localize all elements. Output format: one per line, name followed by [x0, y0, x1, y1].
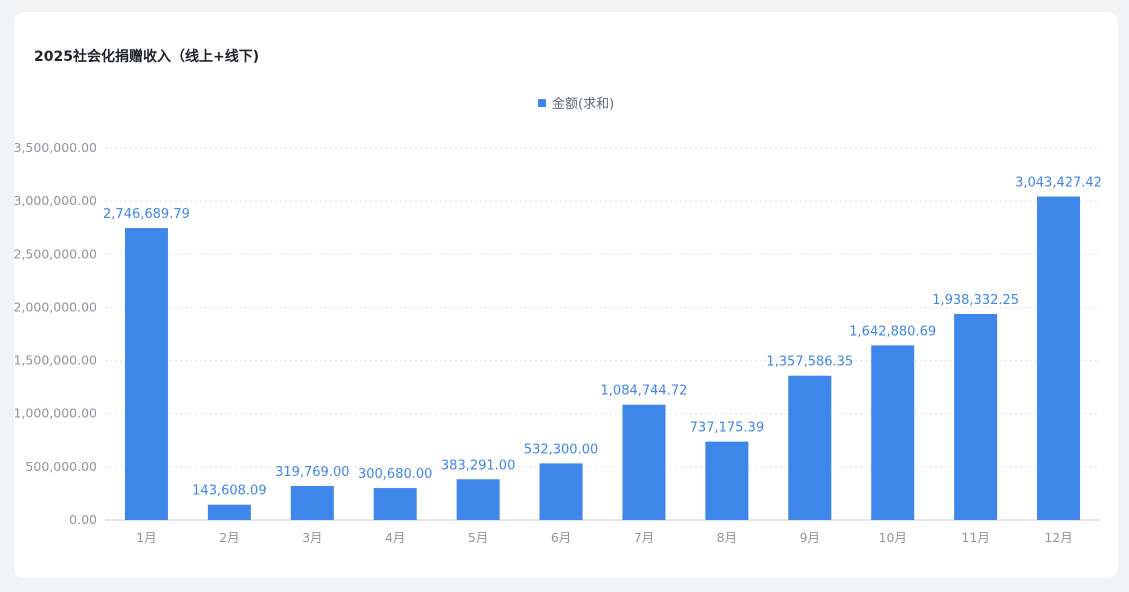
legend[interactable]: 金额(求和) [538, 96, 614, 112]
x-tick-label: 7月 [634, 530, 654, 545]
bar[interactable] [871, 345, 915, 520]
x-tick-label: 4月 [385, 530, 405, 545]
bar[interactable] [954, 313, 998, 520]
y-tick-label: 2,000,000.00 [14, 299, 97, 314]
x-tick-label: 8月 [717, 530, 737, 545]
grid-lines [105, 147, 1100, 468]
bar[interactable] [373, 488, 417, 520]
x-tick-label: 6月 [551, 530, 571, 545]
data-label: 1,357,586.35 [766, 355, 853, 370]
bar[interactable] [124, 228, 168, 521]
legend-swatch [538, 99, 546, 107]
data-labels: 2,746,689.79 143,608.09 319,769.00 300,680.… [103, 176, 1102, 499]
chart-title: 2025社会化捐赠收入（线上+线下) [34, 49, 260, 65]
data-label: 532,300.00 [524, 442, 598, 457]
y-tick-label: 1,500,000.00 [14, 353, 97, 368]
legend-entry[interactable]: 金额(求和) [552, 96, 614, 112]
chart-card: 2025社会化捐赠收入（线上+线下) 0.00 500,000.00 1,000,0… [14, 12, 1118, 578]
x-tick-label: 5月 [468, 530, 488, 545]
x-tick-label: 2月 [219, 530, 239, 545]
bar[interactable] [705, 441, 749, 520]
data-label: 1,642,880.69 [849, 324, 936, 339]
data-label: 383,291.00 [441, 458, 515, 473]
data-label: 143,608.09 [192, 484, 266, 499]
bar[interactable] [207, 504, 251, 520]
x-tick-label: 10月 [879, 530, 907, 545]
x-tick-label: 1月 [136, 530, 156, 545]
bar[interactable] [290, 486, 334, 520]
x-tick-label: 3月 [302, 530, 322, 545]
data-label: 1,938,332.25 [932, 293, 1019, 308]
data-label: 1,084,744.72 [601, 384, 688, 399]
data-label: 319,769.00 [275, 465, 349, 480]
data-label: 300,680.00 [358, 467, 432, 482]
y-tick-label: 3,500,000.00 [14, 140, 97, 155]
bar[interactable] [456, 479, 500, 520]
x-tick-label: 9月 [800, 530, 820, 545]
bar[interactable] [622, 404, 666, 520]
x-tick-label: 11月 [961, 530, 989, 545]
y-tick-label: 1,000,000.00 [14, 406, 97, 421]
y-tick-label: 2,500,000.00 [14, 246, 97, 261]
y-tick-label: 0.00 [69, 512, 97, 527]
data-label: 2,746,689.79 [103, 207, 190, 222]
y-tick-label: 3,000,000.00 [14, 193, 97, 208]
bar[interactable] [539, 463, 583, 520]
y-tick-label: 500,000.00 [25, 459, 97, 474]
bar[interactable] [1037, 196, 1081, 520]
bars [124, 196, 1081, 521]
data-label: 3,043,427.42 [1015, 176, 1102, 191]
bar-chart: 0.00 500,000.00 1,000,000.00 1,500,000.00 2,… [14, 96, 1102, 545]
x-tick-label: 12月 [1044, 530, 1072, 545]
axes: 0.00 500,000.00 1,000,000.00 1,500,000.00 2,… [14, 140, 1100, 545]
data-label: 737,175.39 [690, 421, 764, 436]
bar[interactable] [788, 375, 832, 520]
